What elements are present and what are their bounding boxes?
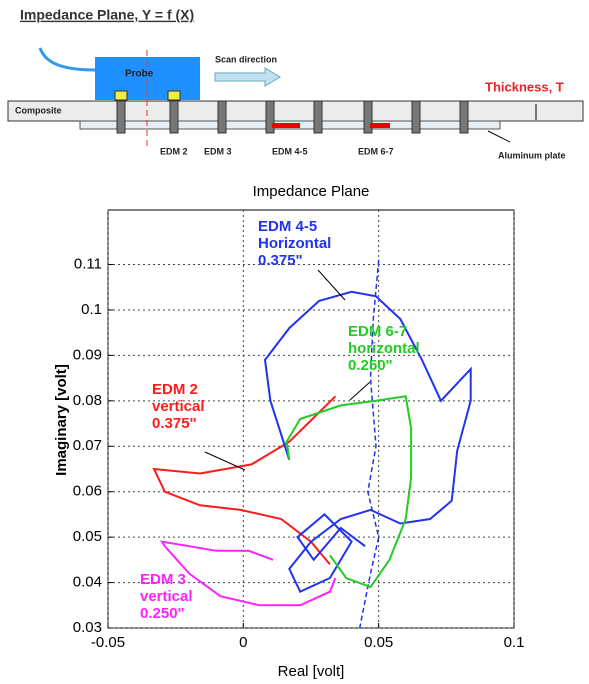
curve — [263, 290, 472, 594]
annotation: EDM 4-5 — [258, 218, 317, 235]
annotation: 0.250" — [140, 605, 185, 622]
annotation-arrow — [204, 451, 246, 471]
curve — [285, 395, 413, 589]
curve — [160, 540, 337, 607]
sensor — [167, 90, 181, 101]
x-tick-label: 0.1 — [504, 634, 525, 651]
curve — [358, 259, 380, 629]
edm-label: EDM 2 — [160, 146, 188, 156]
annotation: EDM 2 — [152, 381, 198, 398]
annotation-arrow — [349, 381, 371, 401]
annotation: EDM 6-7 — [348, 323, 407, 340]
sensor — [114, 90, 128, 101]
annotation-arrow — [317, 269, 346, 301]
annotation: vertical — [140, 588, 193, 605]
annotation: Horizontal — [258, 235, 331, 252]
thickness-label: Thickness, T — [485, 79, 564, 94]
diagram: Impedance Plane, Y = f (X) Probe Scan di… — [7, 7, 584, 160]
chart: Impedance Plane Real [volt] Imaginary [v… — [53, 183, 524, 680]
edm-label: EDM 4-5 — [272, 146, 308, 156]
composite-plate — [7, 100, 584, 122]
plate-label: Aluminum plate — [498, 150, 566, 160]
y-tick-label: 0.05 — [73, 528, 102, 545]
annotation: horizontal — [348, 340, 420, 357]
y-tick-label: 0.09 — [73, 346, 102, 363]
x-tick-label: 0 — [239, 634, 247, 651]
y-tick-label: 0.04 — [73, 574, 102, 591]
annotation: 0.250" — [348, 357, 393, 374]
scan-arrow — [214, 67, 281, 87]
bolts — [116, 100, 469, 134]
scan-label: Scan direction — [215, 54, 277, 64]
plate-pointer — [487, 130, 511, 143]
y-tick-label: 0.11 — [74, 255, 102, 272]
edm-label: EDM 3 — [204, 146, 232, 156]
cable — [38, 47, 96, 72]
y-tick-label: 0.07 — [73, 437, 102, 454]
plot-frame — [107, 209, 515, 629]
x-tick-label: 0.05 — [364, 634, 393, 651]
edm-notch — [370, 123, 390, 128]
chart-title: Impedance Plane — [253, 183, 370, 200]
y-tick-label: 0.1 — [81, 301, 102, 318]
edm-label: EDM 6-7 — [358, 146, 394, 156]
x-axis-label: Real [volt] — [278, 663, 345, 680]
composite-label: Composite — [15, 105, 62, 115]
x-tick-label: -0.05 — [91, 634, 125, 651]
y-tick-label: 0.08 — [73, 392, 102, 409]
page-title: Impedance Plane, Y = f (X) — [20, 7, 194, 23]
probe-label: Probe — [125, 69, 154, 80]
edm-notch — [272, 123, 300, 128]
annotation: vertical — [152, 398, 205, 415]
annotation: 0.375" — [258, 252, 303, 269]
annotation: 0.375" — [152, 415, 197, 432]
y-axis-label: Imaginary [volt] — [53, 364, 70, 476]
y-tick-label: 0.06 — [73, 483, 102, 500]
y-tick-label: 0.03 — [73, 619, 102, 636]
annotation: EDM 3 — [140, 571, 186, 588]
curve — [152, 395, 337, 566]
